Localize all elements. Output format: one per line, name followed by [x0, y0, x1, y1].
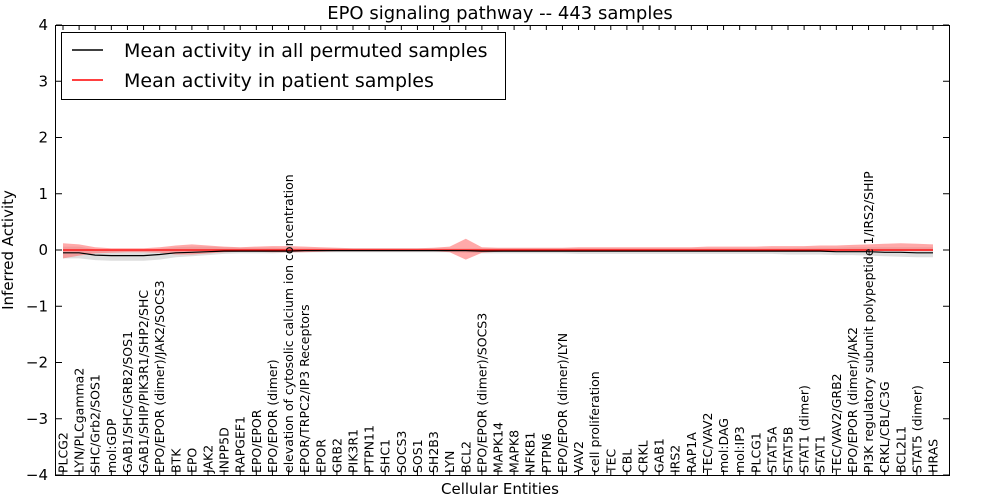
x-tick-label: SOCS3 [394, 431, 409, 473]
x-tick-label: LYN [442, 451, 457, 473]
x-tick-label: EPO/EPOR (dimer)/SOCS3 [474, 313, 489, 473]
x-tick-label: VAV2 [571, 441, 586, 473]
x-tick-label: EPO/EPOR [249, 409, 264, 473]
x-tick-label: MAPK14 [491, 422, 506, 473]
x-tick-label: EPOR [313, 439, 328, 473]
x-tick-label: mol:DAG [716, 418, 731, 473]
legend: Mean activity in all permuted samples Me… [61, 32, 506, 100]
y-tick-label: −1 [26, 297, 48, 315]
y-tick-label: 3 [38, 72, 48, 90]
x-tick-label: STAT5B [781, 427, 796, 473]
x-tick-label: NFKB1 [523, 432, 538, 473]
x-tick-label: BTK [168, 448, 183, 473]
x-tick-label: BCL2 [458, 441, 473, 473]
x-tick-label: RAPGEF1 [233, 416, 248, 473]
legend-box [61, 32, 506, 100]
x-tick-label: STAT1 (dimer) [797, 385, 812, 473]
x-tick-label: mol:IP3 [732, 426, 747, 473]
y-axis-label: Inferred Activity [0, 190, 17, 310]
x-tick-label: CRKL/CBL/C3G [877, 381, 892, 473]
band-1 [63, 238, 933, 260]
x-tick-label: STAT5 (dimer) [909, 385, 924, 473]
legend-label-permuted: Mean activity in all permuted samples [124, 40, 487, 62]
x-tick-label: CBL [619, 449, 634, 473]
x-tick-label: EPO [184, 448, 199, 473]
x-tick-label: RAP1A [684, 432, 699, 473]
x-tick-label: mol:GDP [104, 418, 119, 473]
x-tick-label: GRB2 [329, 438, 344, 473]
chart-title: EPO signaling pathway -- 443 samples [327, 3, 673, 24]
x-tick-label: SHC/Grb2/SOS1 [88, 374, 103, 473]
x-tick-label: CRKL [636, 440, 651, 473]
y-tick-label: 2 [38, 129, 48, 147]
series-line-0 [63, 250, 933, 257]
x-tick-label: GAB1/SHC/GRB2/SOS1 [120, 331, 135, 473]
x-tick-label: GAB1 [652, 438, 667, 473]
x-tick-label: cell proliferation [587, 371, 602, 473]
x-tick-label: TEC/VAV2/GRB2 [829, 373, 844, 474]
x-tick-label: SOS1 [410, 439, 425, 473]
y-tick-label: −4 [26, 466, 48, 484]
x-tick-label: EPO/EPOR (dimer)/JAK2/SOCS3 [152, 280, 167, 473]
y-tick-label: 0 [38, 241, 48, 259]
x-tick-label: PI3K regulatory subunit polypeptide 1/IR… [861, 171, 876, 473]
x-tick-label: MAPK8 [507, 430, 522, 473]
x-tick-label: TEC [603, 448, 618, 474]
x-tick-label: EPO/EPOR (dimer) [265, 359, 280, 473]
y-tick-label: −3 [26, 410, 48, 428]
plot-frame [55, 25, 950, 476]
x-tick-label: HRAS [926, 439, 941, 473]
x-tick-label: PTPN11 [362, 425, 377, 473]
x-tick-label: STAT1 [813, 435, 828, 473]
x-tick-label: INPP5D [217, 427, 232, 473]
x-tick-label: BCL2L1 [893, 426, 908, 473]
x-tick-label: EPOR/TRPC2/IP3 Receptors [297, 304, 312, 473]
x-axis-label: Cellular Entities [441, 480, 559, 498]
x-tick-label: elevation of cytosolic calcium ion conce… [281, 174, 296, 473]
x-tick-label: PLCG2 [56, 432, 71, 473]
x-tick-label: JAK2 [201, 445, 216, 474]
x-tick-label: EPO/EPOR (dimer)/LYN [555, 333, 570, 473]
y-tick-label: −2 [26, 354, 48, 372]
x-tick-label: GAB1/SHIP/PIK3R1/SHP2/SHC [136, 290, 151, 473]
x-tick-label: PIK3R1 [346, 429, 361, 473]
y-tick-label: 1 [38, 185, 48, 203]
x-tick-label: SH2B3 [426, 431, 441, 473]
x-tick-label: SHC1 [378, 439, 393, 473]
x-tick-label: PLCG1 [748, 432, 763, 473]
x-tick-label: TEC/VAV2 [700, 413, 715, 474]
x-tick-label: EPO/EPOR (dimer)/JAK2 [845, 327, 860, 473]
x-tick-label: STAT5A [764, 426, 779, 473]
y-tick-label: 4 [38, 16, 48, 34]
x-tick-label: PTPN6 [539, 433, 554, 473]
x-tick-label: LYN/PLCgamma2 [72, 368, 87, 473]
legend-label-patient: Mean activity in patient samples [124, 70, 434, 92]
x-tick-label: IRS2 [668, 445, 683, 473]
